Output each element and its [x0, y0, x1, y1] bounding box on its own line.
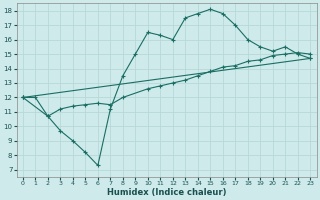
X-axis label: Humidex (Indice chaleur): Humidex (Indice chaleur) [107, 188, 226, 197]
